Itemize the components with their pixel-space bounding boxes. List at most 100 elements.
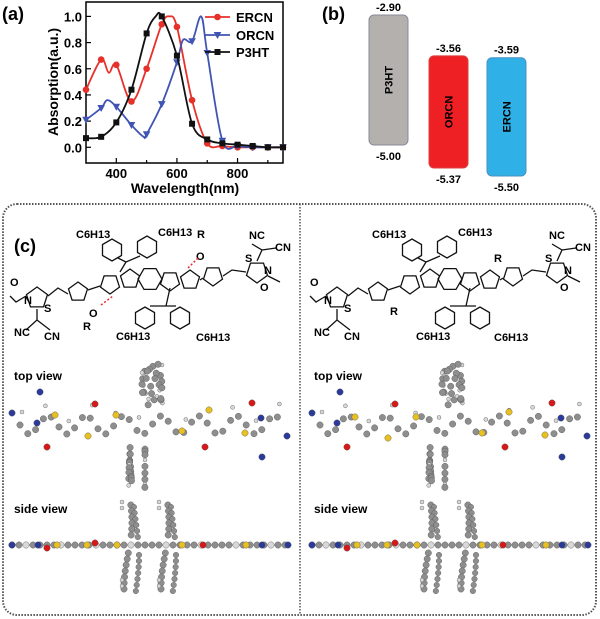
atom	[441, 475, 449, 483]
atom	[421, 567, 429, 575]
s-label: S	[245, 253, 252, 265]
atom	[232, 541, 240, 549]
rhodanine-ring	[545, 262, 569, 284]
atom	[172, 564, 179, 571]
atom	[158, 384, 166, 392]
atom	[169, 541, 177, 549]
plot-frame	[85, 1, 284, 164]
atom	[158, 567, 166, 575]
atom	[410, 422, 417, 430]
s-label: S	[44, 303, 51, 315]
atom	[36, 388, 44, 396]
rhodanine-ring	[245, 262, 269, 284]
data-point-p3ht	[219, 140, 226, 147]
n-label: N	[324, 295, 332, 307]
atom	[456, 499, 462, 505]
atom	[425, 416, 433, 423]
data-point-p3ht	[264, 144, 271, 151]
atom	[530, 405, 535, 410]
atom	[441, 483, 449, 491]
atom	[171, 528, 178, 535]
thiophene-ring	[179, 269, 201, 289]
c6h13-label: C6H13	[158, 227, 192, 239]
energy-bar-p3ht	[368, 14, 409, 146]
atom	[518, 541, 526, 549]
atom	[178, 427, 186, 435]
x-tick-label: 600	[166, 166, 188, 181]
data-point-p3ht	[143, 30, 150, 37]
atom	[577, 401, 582, 407]
atom	[435, 558, 442, 565]
atom	[441, 429, 449, 437]
atom	[148, 390, 155, 397]
atom	[273, 413, 281, 421]
nc-label: NC	[249, 230, 265, 242]
atom	[8, 409, 16, 417]
atom	[432, 588, 439, 595]
data-point-p3ht	[158, 13, 165, 20]
atom	[169, 588, 176, 595]
atom	[566, 415, 573, 423]
thiophene-ring	[399, 275, 421, 295]
atom	[478, 541, 486, 549]
atom	[172, 428, 180, 436]
atom	[444, 401, 452, 409]
atom	[16, 421, 24, 429]
cn-label: CN	[344, 331, 360, 343]
atom	[469, 588, 476, 595]
atom	[456, 577, 462, 583]
atom	[133, 522, 140, 529]
atom	[412, 413, 420, 421]
atom	[427, 531, 435, 539]
cyclopentadiene-ring	[419, 268, 441, 288]
atom	[519, 427, 527, 435]
atom	[465, 525, 473, 533]
atom	[274, 541, 282, 549]
atom	[203, 419, 211, 427]
atom	[434, 528, 441, 535]
atom	[258, 453, 266, 461]
atom	[542, 541, 550, 549]
atom	[339, 415, 347, 423]
thiophene-ring	[367, 281, 389, 301]
atom	[71, 541, 79, 549]
homo-label: -5.50	[494, 182, 519, 194]
r-label: R	[390, 306, 398, 318]
atom	[211, 429, 219, 437]
atom	[127, 541, 135, 549]
atom	[439, 370, 445, 375]
atom	[441, 462, 449, 470]
atom	[532, 541, 540, 549]
c6h13-label: C6H13	[116, 331, 150, 343]
atom	[436, 415, 442, 420]
data-point-p3ht	[204, 136, 211, 143]
atom	[459, 561, 467, 569]
energy-bar-orcn	[428, 55, 469, 169]
atom	[218, 541, 226, 549]
atom	[156, 577, 162, 583]
rhodanine-ring	[25, 286, 49, 308]
atom	[165, 525, 173, 533]
atom	[143, 367, 151, 375]
data-point-p3ht	[234, 141, 241, 148]
atom	[383, 541, 391, 549]
atom	[464, 531, 472, 539]
atom	[441, 541, 449, 549]
atom	[241, 429, 249, 437]
o-label: O	[310, 277, 319, 289]
atom	[15, 541, 23, 549]
atom	[51, 411, 59, 419]
atom	[441, 469, 449, 477]
side-view-label: side view	[14, 502, 68, 516]
atom	[64, 541, 72, 549]
atom	[258, 426, 266, 434]
atom	[211, 541, 219, 549]
atom	[567, 541, 575, 549]
atom	[253, 418, 259, 423]
chemical-bonds	[309, 243, 581, 331]
y-tick-label: 1.0	[64, 9, 82, 24]
ercn-structure: C6H13 C6H13 C6H13 C6H13 R R NC CN NC CN …	[309, 227, 591, 344]
atom	[113, 541, 121, 549]
thiophene-ring	[99, 275, 121, 295]
lumo-label: -3.59	[494, 45, 519, 57]
